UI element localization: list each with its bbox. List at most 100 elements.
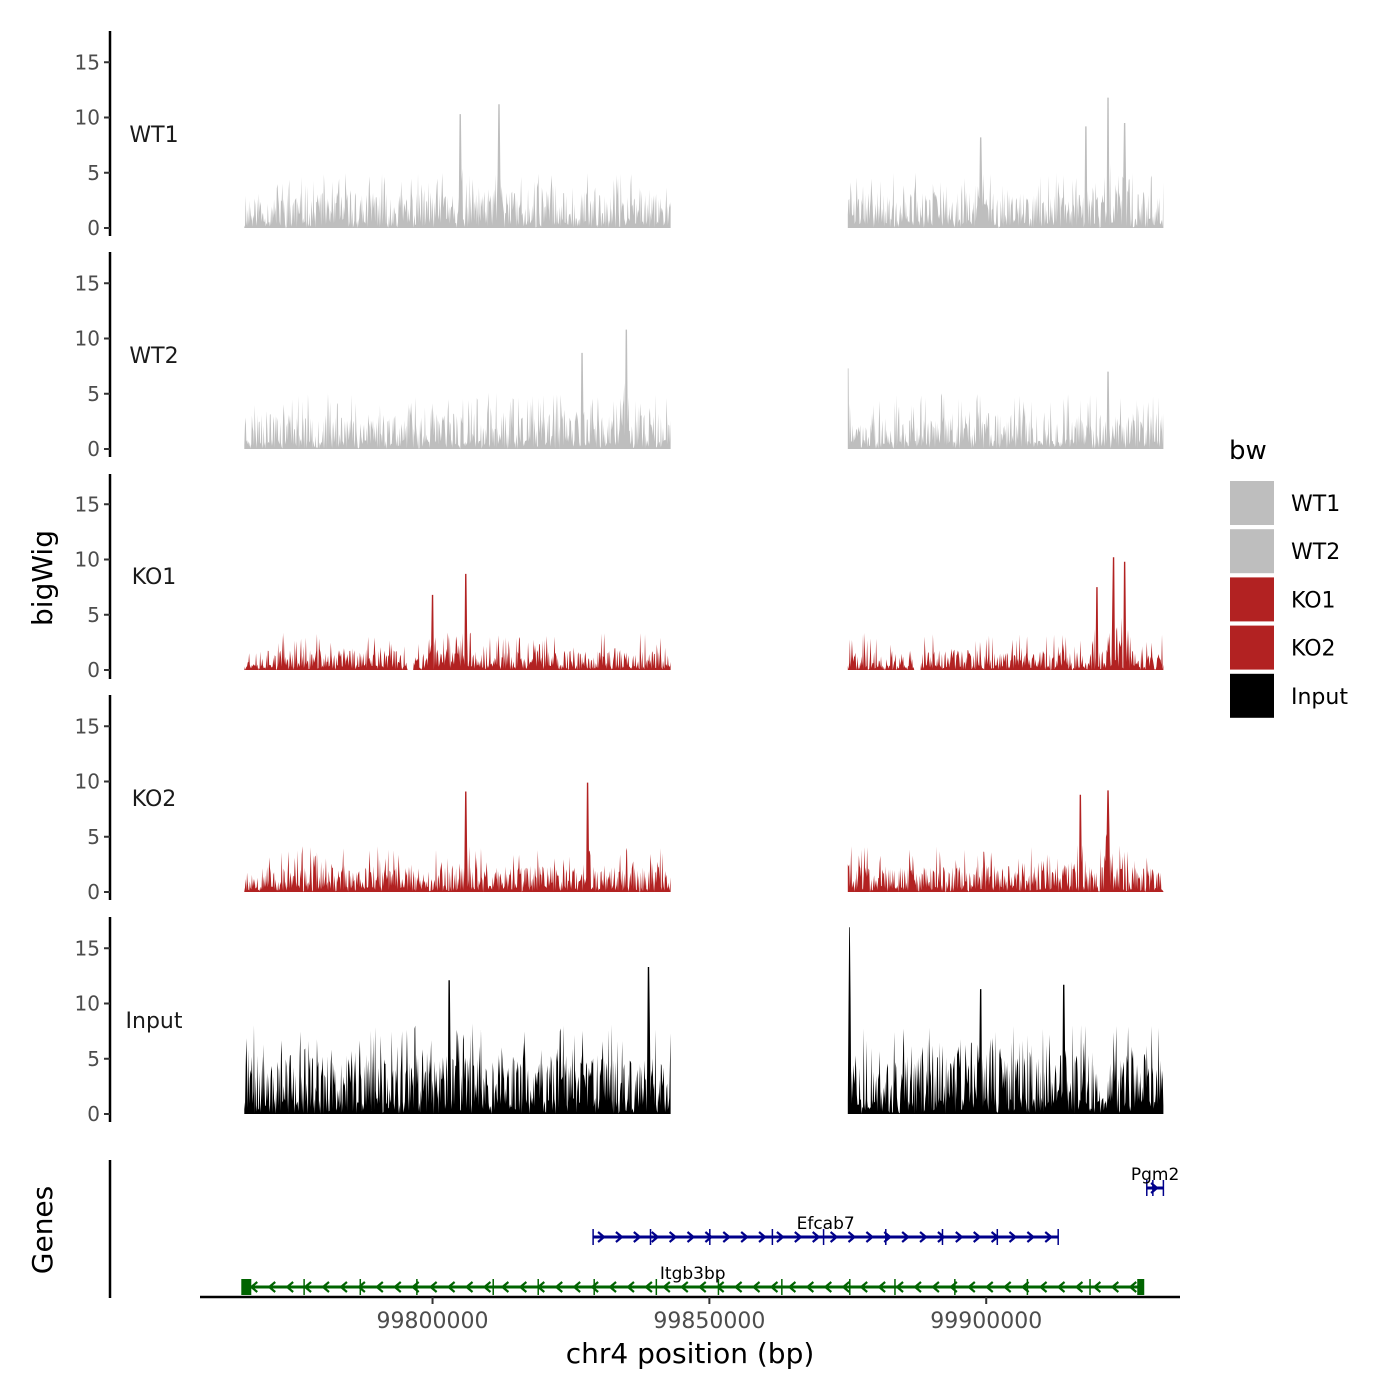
- y-tick-label: 5: [87, 603, 100, 627]
- legend-label-wt2: WT2: [1291, 540, 1340, 565]
- strand-arrow: [769, 1281, 779, 1293]
- gene-label: Efcab7: [797, 1214, 855, 1234]
- track-wt1: 0 5 10 15 WT1: [75, 31, 1164, 240]
- strand-arrow: [1044, 1231, 1053, 1243]
- strand-arrow: [733, 1281, 743, 1293]
- strand-arrow: [715, 1281, 725, 1293]
- strand-arrow: [740, 1231, 749, 1243]
- y-tick-label: 0: [87, 1102, 100, 1126]
- strand-arrow: [644, 1281, 653, 1293]
- strand-arrow: [303, 1281, 312, 1293]
- signal-tracks: 0 5 10 15 WT1 0 5 10 15 WT2 0 5 10 15 KO1 0 5 10 15 KO2 0 5 10…: [75, 31, 1164, 1126]
- strand-arrow: [841, 1281, 850, 1293]
- strand-arrow: [590, 1281, 599, 1293]
- strand-arrow: [1002, 1281, 1012, 1293]
- signal-area-input-region-1: [244, 967, 671, 1114]
- legend-swatch-ko2: [1230, 625, 1274, 670]
- track-label: KO2: [132, 787, 177, 812]
- strand-arrow: [633, 1231, 642, 1243]
- strand-arrow: [901, 1231, 910, 1243]
- strand-arrow: [913, 1281, 922, 1293]
- strand-arrow: [446, 1281, 456, 1293]
- y-tick-label: 0: [87, 658, 100, 682]
- strand-arrow: [518, 1281, 528, 1293]
- signal-area-wt2-region-2: [847, 368, 1164, 449]
- gene-label: Itgb3bp: [660, 1264, 726, 1284]
- y-tick-label: 10: [75, 548, 100, 572]
- strand-arrow: [751, 1281, 761, 1293]
- legend-swatch-ko1: [1230, 577, 1274, 622]
- strand-arrow: [812, 1231, 821, 1243]
- y-tick-label: 10: [75, 327, 100, 351]
- track-label: WT2: [129, 344, 178, 369]
- strand-arrow: [428, 1281, 438, 1293]
- genes-axis-title: Genes: [26, 1186, 59, 1274]
- y-tick-label: 15: [75, 50, 100, 74]
- strand-arrow: [1128, 1281, 1137, 1293]
- strand-arrow: [615, 1231, 624, 1243]
- track-wt2: 0 5 10 15 WT2: [75, 252, 1164, 461]
- signal-area-wt2-region-1: [244, 329, 671, 449]
- strand-arrow: [722, 1231, 731, 1243]
- strand-arrow: [787, 1281, 797, 1293]
- y-tick-label: 5: [87, 825, 100, 849]
- strand-arrow: [937, 1231, 946, 1243]
- legend-label-ko1: KO1: [1291, 588, 1336, 613]
- strand-arrow: [865, 1231, 875, 1243]
- strand-arrow: [972, 1231, 982, 1243]
- strand-arrow: [1110, 1281, 1120, 1293]
- y-tick-label: 0: [87, 216, 100, 240]
- legend-label-wt1: WT1: [1291, 492, 1340, 517]
- strand-arrow: [285, 1281, 294, 1293]
- strand-arrow: [859, 1281, 868, 1293]
- track-ko2: 0 5 10 15 KO2: [75, 695, 1164, 904]
- strand-arrow: [267, 1281, 276, 1293]
- strand-arrow: [651, 1231, 660, 1243]
- strand-arrow: [877, 1281, 886, 1293]
- strand-arrow: [1056, 1281, 1066, 1293]
- legend-label-input: Input: [1291, 685, 1348, 710]
- strand-arrow: [919, 1231, 928, 1243]
- legend-swatch-wt2: [1230, 529, 1274, 574]
- y-axis-title: bigWig: [26, 530, 59, 626]
- signal-area-ko1-region-1: [244, 573, 671, 670]
- gene-label: Pgm2: [1131, 1165, 1179, 1185]
- strand-arrow: [686, 1231, 696, 1243]
- strand-arrow: [794, 1231, 803, 1243]
- strand-arrow: [776, 1231, 785, 1243]
- y-tick-label: 0: [87, 880, 100, 904]
- legend-label-ko2: KO2: [1291, 637, 1336, 662]
- strand-arrow: [464, 1281, 474, 1293]
- y-tick-label: 5: [87, 1047, 100, 1071]
- strand-arrow: [375, 1281, 384, 1293]
- strand-arrow: [482, 1281, 492, 1293]
- x-tick-label: 99800000: [377, 1309, 489, 1334]
- signal-area-wt1-region-1: [244, 104, 671, 228]
- legend-swatch-input: [1230, 673, 1274, 718]
- strand-arrow: [1074, 1281, 1084, 1293]
- strand-arrow: [1038, 1281, 1048, 1293]
- gene-efcab7: Efcab7: [592, 1214, 1059, 1245]
- x-tick-label: 99900000: [930, 1309, 1042, 1334]
- y-tick-label: 15: [75, 492, 100, 516]
- strand-arrow: [829, 1231, 839, 1243]
- strand-arrow: [823, 1281, 833, 1293]
- signal-area-wt1-region-2: [847, 97, 1164, 228]
- gene-pgm2: Pgm2: [1131, 1165, 1179, 1196]
- y-tick-label: 15: [75, 936, 100, 960]
- legend-swatch-wt1: [1230, 481, 1274, 525]
- track-input: 0 5 10 15 Input: [75, 917, 1164, 1126]
- strand-arrow: [805, 1281, 815, 1293]
- utr-block: [241, 1279, 252, 1295]
- strand-arrow: [662, 1281, 671, 1293]
- utr-block: [1137, 1279, 1145, 1295]
- y-tick-label: 10: [75, 992, 100, 1016]
- strand-arrow: [572, 1281, 581, 1293]
- strand-arrow: [758, 1231, 767, 1243]
- gene-itgb3bp: Itgb3bp: [241, 1264, 1145, 1295]
- y-tick-label: 15: [75, 271, 100, 295]
- strand-arrow: [608, 1281, 617, 1293]
- strand-arrow: [931, 1281, 940, 1293]
